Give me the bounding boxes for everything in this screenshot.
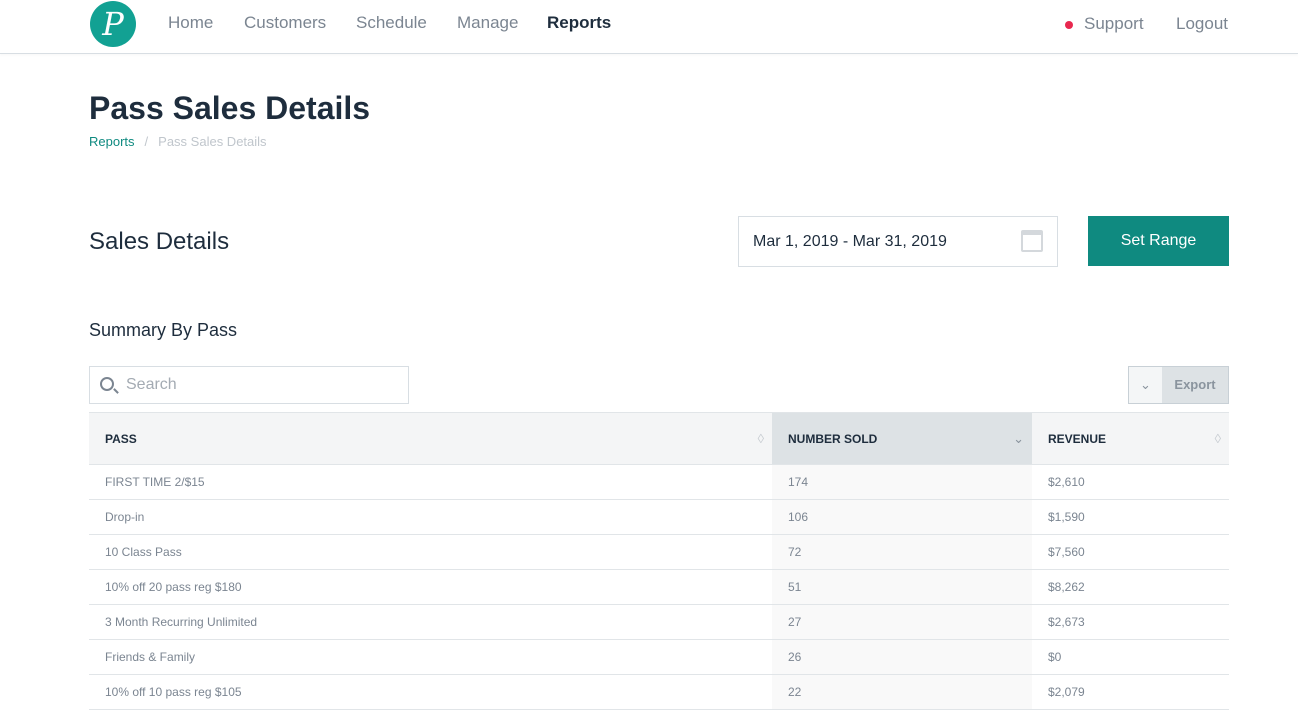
column-header-pass[interactable]: PASS ◊ bbox=[89, 412, 772, 465]
cell-pass: FIRST TIME 2/$15 bbox=[89, 464, 772, 500]
page-title: Pass Sales Details bbox=[89, 90, 371, 126]
cell-pass: 3 Month Recurring Unlimited bbox=[89, 604, 772, 640]
nav-customers[interactable]: Customers bbox=[244, 13, 327, 32]
nav-support[interactable]: Support bbox=[1084, 14, 1144, 33]
search-input[interactable]: Search bbox=[89, 366, 409, 404]
cell-number-sold: 22 bbox=[772, 674, 1032, 710]
summary-table: PASS ◊ NUMBER SOLD ⌄ REVENUE ◊ FIRST TIME 2… bbox=[89, 412, 1229, 710]
export-button[interactable]: ⌄ Export bbox=[1128, 366, 1229, 404]
date-range-input[interactable]: Mar 1, 2019 - Mar 31, 2019 bbox=[738, 216, 1058, 267]
breadcrumb-current: Pass Sales Details bbox=[158, 134, 267, 149]
nav-manage[interactable]: Manage bbox=[457, 13, 519, 32]
table-row: 10 Class Pass 72 $7,560 bbox=[89, 534, 1229, 570]
nav-home[interactable]: Home bbox=[168, 13, 214, 32]
column-label: REVENUE bbox=[1048, 431, 1107, 446]
cell-number-sold: 174 bbox=[772, 464, 1032, 500]
column-label: PASS bbox=[105, 431, 137, 446]
column-label: NUMBER SOLD bbox=[788, 431, 878, 446]
search-placeholder: Search bbox=[126, 376, 177, 393]
table-row: Friends & Family 26 $0 bbox=[89, 639, 1229, 675]
export-label[interactable]: Export bbox=[1162, 367, 1228, 403]
cell-revenue: $2,079 bbox=[1032, 674, 1229, 710]
table-row: Drop-in 106 $1,590 bbox=[89, 499, 1229, 535]
nav-schedule[interactable]: Schedule bbox=[356, 13, 427, 32]
nav-logout[interactable]: Logout bbox=[1176, 14, 1228, 33]
cell-pass: 10% off 10 pass reg $105 bbox=[89, 674, 772, 710]
support-status-dot bbox=[1065, 21, 1073, 29]
cell-revenue: $2,673 bbox=[1032, 604, 1229, 640]
sort-desc-icon[interactable]: ⌄ bbox=[1013, 431, 1024, 446]
nav-reports[interactable]: Reports bbox=[547, 13, 612, 32]
cell-revenue: $8,262 bbox=[1032, 569, 1229, 605]
date-range-value: Mar 1, 2019 - Mar 31, 2019 bbox=[753, 233, 947, 250]
table-row: 3 Month Recurring Unlimited 27 $2,673 bbox=[89, 604, 1229, 640]
top-nav: P Home Customers Schedule Manage Reports… bbox=[0, 0, 1298, 54]
cell-number-sold: 106 bbox=[772, 499, 1032, 535]
cell-pass: 10 Class Pass bbox=[89, 534, 772, 570]
logo[interactable]: P bbox=[90, 1, 136, 47]
cell-pass: 10% off 20 pass reg $180 bbox=[89, 569, 772, 605]
section-title: Sales Details bbox=[89, 228, 230, 255]
cell-number-sold: 72 bbox=[772, 534, 1032, 570]
sort-icon[interactable]: ◊ bbox=[1214, 431, 1221, 446]
calendar-icon[interactable] bbox=[1021, 230, 1043, 252]
search-icon bbox=[100, 377, 114, 391]
cell-revenue: $7,560 bbox=[1032, 534, 1229, 570]
cell-revenue: $1,590 bbox=[1032, 499, 1229, 535]
cell-number-sold: 26 bbox=[772, 639, 1032, 675]
cell-revenue: $0 bbox=[1032, 639, 1229, 675]
set-range-button[interactable]: Set Range bbox=[1088, 216, 1229, 266]
cell-pass: Drop-in bbox=[89, 499, 772, 535]
chevron-down-icon[interactable]: ⌄ bbox=[1129, 367, 1162, 403]
cell-number-sold: 27 bbox=[772, 604, 1032, 640]
table-row: 10% off 10 pass reg $105 22 $2,079 bbox=[89, 674, 1229, 710]
summary-title: Summary By Pass bbox=[89, 320, 238, 340]
column-header-revenue[interactable]: REVENUE ◊ bbox=[1032, 412, 1229, 465]
sort-icon[interactable]: ◊ bbox=[757, 431, 764, 446]
table-row: 10% off 20 pass reg $180 51 $8,262 bbox=[89, 569, 1229, 605]
column-header-number-sold[interactable]: NUMBER SOLD ⌄ bbox=[772, 412, 1032, 465]
cell-number-sold: 51 bbox=[772, 569, 1032, 605]
breadcrumb: Reports / Pass Sales Details bbox=[89, 134, 267, 149]
cell-pass: Friends & Family bbox=[89, 639, 772, 675]
breadcrumb-separator: / bbox=[144, 134, 149, 149]
table-row: FIRST TIME 2/$15 174 $2,610 bbox=[89, 464, 1229, 500]
cell-revenue: $2,610 bbox=[1032, 464, 1229, 500]
breadcrumb-reports[interactable]: Reports bbox=[89, 134, 135, 149]
